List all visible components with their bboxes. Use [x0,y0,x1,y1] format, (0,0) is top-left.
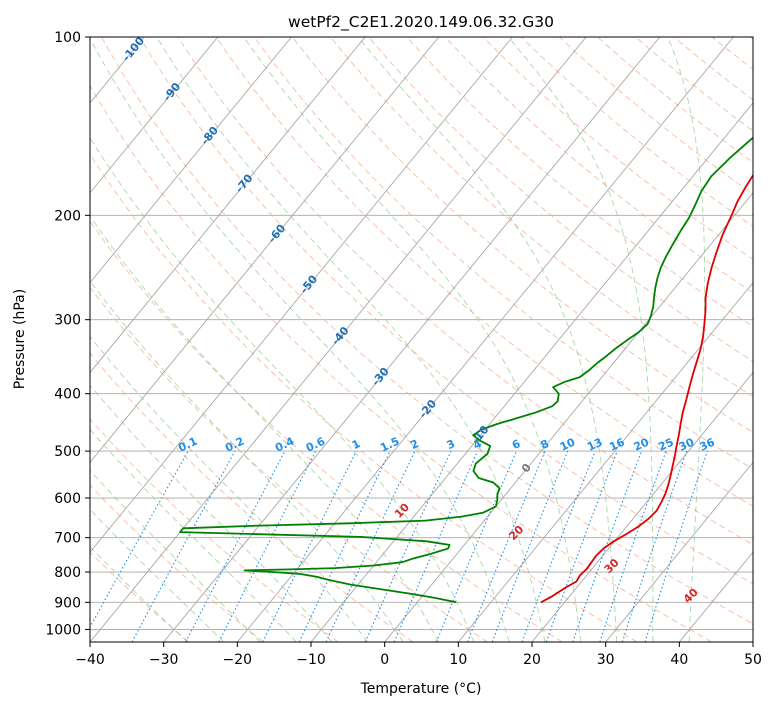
isotherm-line [605,461,753,642]
dry-adiabat [482,37,753,260]
isotherm-line [90,37,587,642]
dry-adiabat [444,37,753,294]
x-tick-label: −30 [149,652,179,668]
mixing-ratio-line [599,450,667,642]
isotherm-line [384,192,753,642]
moist-adiabat [90,469,261,642]
chart-title: wetPf2_C2E1.2020.149.06.32.G30 [288,13,554,32]
moist-adiabat [90,335,369,642]
dewpoint-line [179,136,753,604]
dry-adiabat [177,37,753,546]
dry-adiabat [139,37,753,585]
y-tick-label: 100 [54,30,81,46]
y-tick-label: 400 [54,387,81,403]
mixing-ratio-line [364,450,452,642]
mixing-ratio-line [621,450,688,642]
y-tick-label: 900 [54,595,81,611]
dry-adiabat [292,37,753,433]
moist-adiabat [507,37,654,642]
y-tick-label: 300 [54,313,81,329]
isotherm-line [90,37,366,374]
dry-adiabat [330,37,753,398]
mixing-ratio-label: 30 [677,435,697,453]
moist-adiabat [90,428,297,642]
mixing-ratio-label: 10 [558,435,578,453]
dry-adiabat [520,37,753,228]
x-tick-label: 0 [380,652,389,668]
mixing-ratio-line [298,450,391,642]
mixing-ratio-label: 20 [632,435,652,453]
profile-lines [179,136,753,604]
background-lines [90,37,753,642]
x-tick-label: 40 [670,652,688,668]
dry-adiabat [215,37,753,507]
moist-adiabat [90,546,188,642]
x-axis: −40 −30 −20 −10 0 10 20 30 40 50 [75,642,762,668]
y-tick-label: 700 [54,531,81,547]
isotherm-line [90,37,440,464]
x-axis-label: Temperature (°C) [360,681,482,697]
x-tick-label: 50 [744,652,762,668]
moist-adiabat [90,215,439,642]
mixing-ratio-line [262,450,357,642]
mixing-ratio-line [435,450,518,642]
dry-adiabat [90,418,339,642]
dry-adiabat [368,37,753,362]
plot-frame [89,36,754,643]
isotherm-line [90,37,292,284]
mixing-ratio-line [644,450,708,642]
y-tick-label: 500 [54,444,81,460]
y-axis: 100 200 300 400 500 600 700 800 900 1000 [45,30,90,638]
isotherm-line [457,281,753,642]
dry-adiabat [90,153,638,642]
moist-adiabat [667,37,706,642]
x-tick-label: 30 [597,652,615,668]
isotherm-line [310,102,753,642]
dry-adiabat [90,286,488,642]
y-axis-label: Pressure (hPa) [12,289,28,389]
isotherm-line [163,37,661,642]
isotherm-line [90,37,219,194]
x-tick-label: 10 [449,652,467,668]
mixing-ratio-line [131,450,236,642]
mixing-ratio-line [90,450,189,629]
x-tick-label: −40 [75,652,105,668]
isotherm-line [236,37,734,642]
y-tick-label: 1000 [45,622,81,638]
mixing-ratio-label: 13 [585,436,604,454]
mixing-ratio-label: 25 [656,436,675,454]
moist-adiabat [357,37,618,642]
moist-adiabat [90,136,475,642]
moist-adiabat [90,37,510,642]
y-tick-label: 200 [54,208,81,224]
mixing-ratio-line [325,450,416,642]
x-tick-label: 20 [523,652,541,668]
isotherm-line [90,37,513,553]
moist-adiabat [90,508,225,642]
dry-adiabat [90,84,712,642]
moist-adiabat [156,37,546,642]
x-tick-label: −20 [223,652,253,668]
mixing-ratio-label: 36 [698,435,718,453]
mixing-ratio-label: 16 [607,435,627,453]
moist-adiabat [243,37,582,642]
dry-adiabat [90,484,264,642]
x-tick-label: −10 [296,652,326,668]
temperature-line [540,173,753,604]
y-tick-label: 800 [54,565,81,581]
y-tick-label: 600 [54,491,81,507]
mixing-ratio-line [545,450,618,642]
